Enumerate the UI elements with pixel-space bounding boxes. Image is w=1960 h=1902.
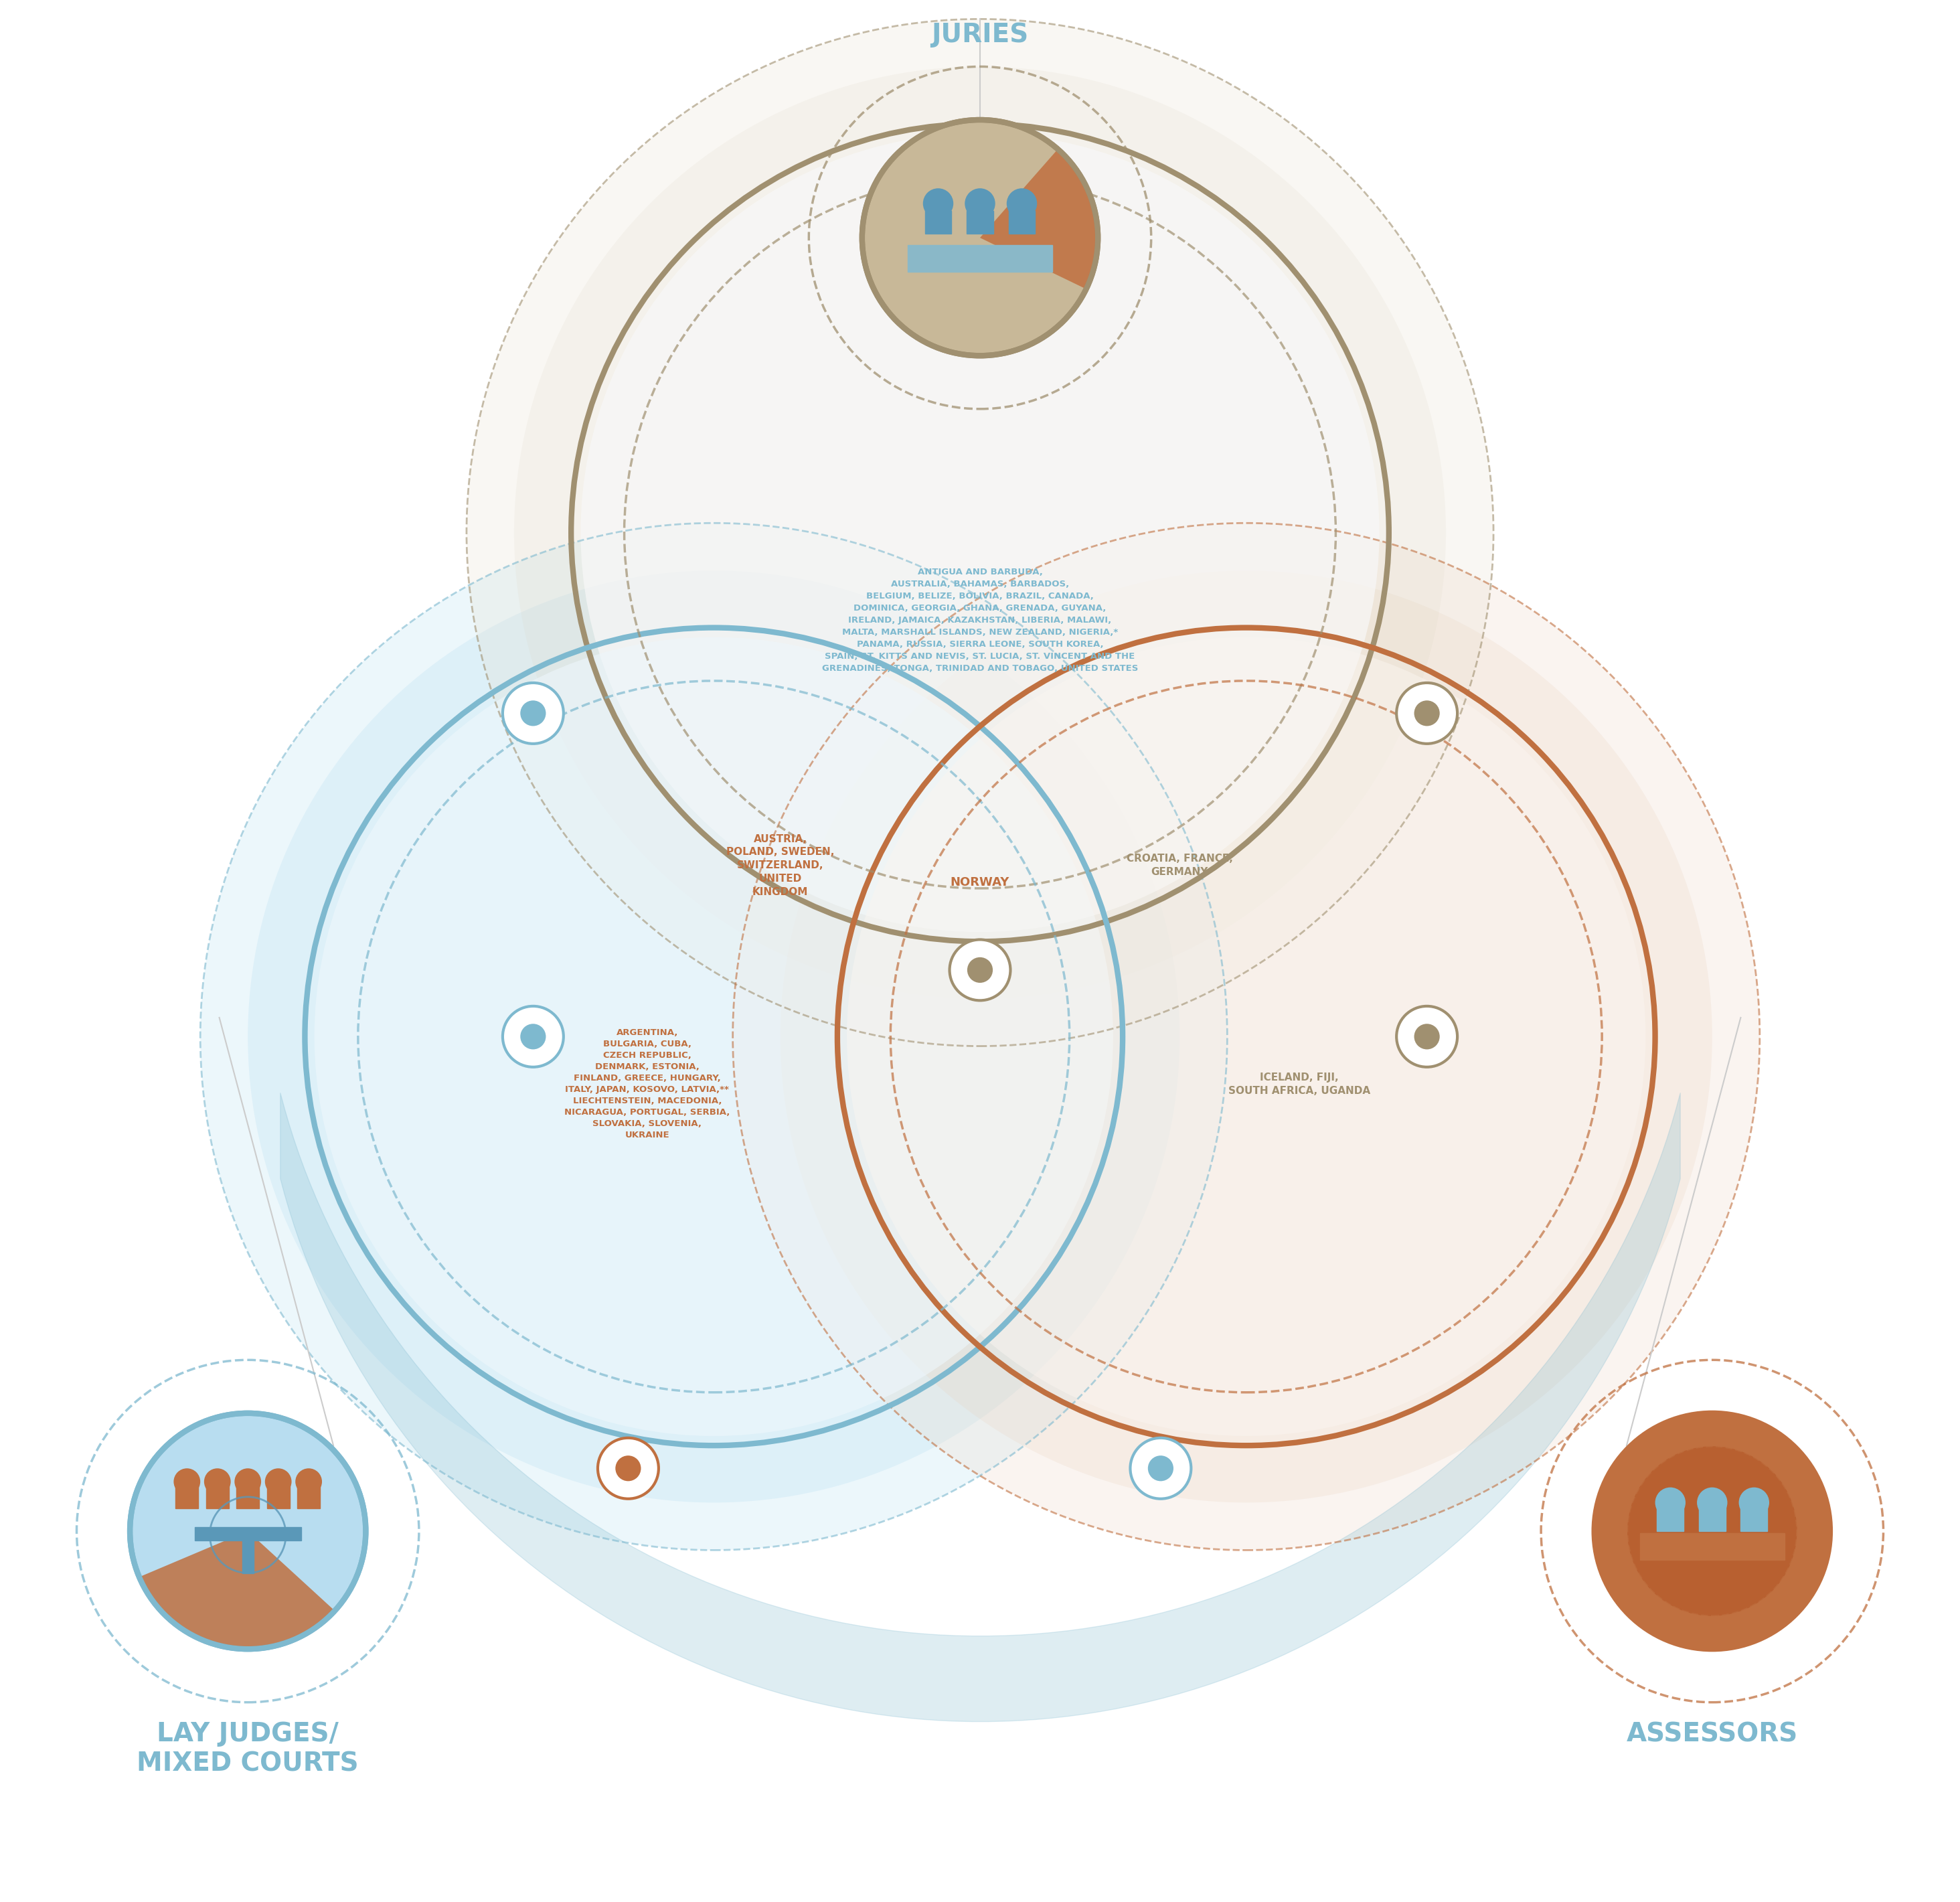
Circle shape	[235, 1468, 261, 1495]
Circle shape	[502, 683, 564, 744]
Circle shape	[580, 133, 1380, 932]
Circle shape	[923, 188, 953, 219]
Circle shape	[296, 1468, 321, 1495]
Circle shape	[519, 1023, 547, 1050]
Bar	[194, 1527, 302, 1541]
Circle shape	[966, 957, 994, 983]
Circle shape	[598, 1438, 659, 1499]
Text: ASSESSORS: ASSESSORS	[1627, 1721, 1797, 1746]
Circle shape	[780, 571, 1713, 1503]
Circle shape	[1149, 1455, 1174, 1482]
Circle shape	[847, 637, 1646, 1436]
Circle shape	[1131, 1438, 1192, 1499]
Circle shape	[519, 700, 547, 727]
Bar	[1656, 1506, 1684, 1531]
Text: JURIES: JURIES	[931, 23, 1029, 48]
Circle shape	[502, 1006, 564, 1067]
Bar	[267, 1485, 290, 1508]
Text: AUSTRIA,
POLAND, SWEDEN,
SWITZERLAND,
UNITED
KINGDOM: AUSTRIA, POLAND, SWEDEN, SWITZERLAND, UN…	[727, 833, 835, 898]
Bar	[907, 245, 1053, 272]
Circle shape	[1739, 1487, 1770, 1518]
Circle shape	[964, 188, 996, 219]
Circle shape	[1413, 1023, 1441, 1050]
Bar	[1740, 1506, 1768, 1531]
Circle shape	[247, 571, 1180, 1503]
Bar	[966, 211, 994, 234]
Text: ARGENTINA,
BULGARIA, CUBA,
CZECH REPUBLIC,
DENMARK, ESTONIA,
FINLAND, GREECE, HU: ARGENTINA, BULGARIA, CUBA, CZECH REPUBLI…	[564, 1029, 729, 1139]
Circle shape	[1396, 683, 1458, 744]
Bar	[176, 1485, 198, 1508]
Bar	[243, 1531, 253, 1573]
Text: ICELAND, FIJI,
SOUTH AFRICA, UGANDA: ICELAND, FIJI, SOUTH AFRICA, UGANDA	[1229, 1073, 1370, 1096]
Bar	[925, 211, 951, 234]
Circle shape	[1593, 1413, 1831, 1649]
Bar	[237, 1485, 259, 1508]
Bar	[298, 1485, 319, 1508]
Circle shape	[1654, 1487, 1686, 1518]
Text: LAY JUDGES/
MIXED COURTS: LAY JUDGES/ MIXED COURTS	[137, 1721, 359, 1776]
Polygon shape	[139, 1531, 335, 1649]
Bar	[1699, 1506, 1725, 1531]
Bar	[206, 1485, 229, 1508]
Circle shape	[1697, 1487, 1727, 1518]
Circle shape	[1413, 700, 1441, 727]
Bar	[1009, 211, 1035, 234]
Circle shape	[949, 940, 1011, 1000]
Circle shape	[204, 1468, 231, 1495]
Circle shape	[733, 523, 1760, 1550]
Circle shape	[314, 637, 1113, 1436]
Circle shape	[862, 120, 1098, 356]
Circle shape	[466, 19, 1494, 1046]
Polygon shape	[980, 148, 1098, 289]
Circle shape	[514, 67, 1446, 999]
Bar	[1641, 1533, 1784, 1560]
Circle shape	[200, 523, 1227, 1550]
Text: ANTIGUA AND BARBUDA,
AUSTRALIA, BAHAMAS, BARBADOS,
BELGIUM, BELIZE, BOLIVIA, BRA: ANTIGUA AND BARBUDA, AUSTRALIA, BAHAMAS,…	[821, 567, 1139, 673]
Circle shape	[615, 1455, 641, 1482]
Circle shape	[129, 1413, 367, 1649]
Circle shape	[1627, 1446, 1797, 1617]
Circle shape	[1396, 1006, 1458, 1067]
Text: CROATIA, FRANCE,
GERMANY: CROATIA, FRANCE, GERMANY	[1127, 854, 1233, 877]
Circle shape	[1007, 188, 1037, 219]
Circle shape	[265, 1468, 292, 1495]
Circle shape	[174, 1468, 200, 1495]
Text: NORWAY: NORWAY	[951, 877, 1009, 888]
